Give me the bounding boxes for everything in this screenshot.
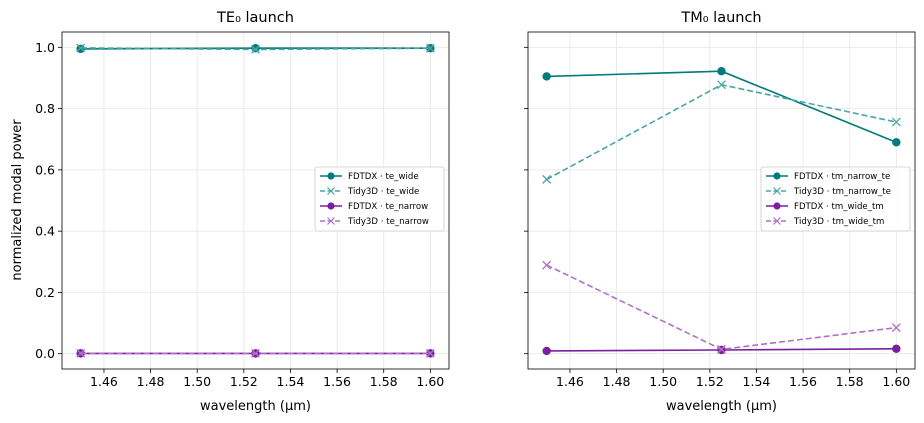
x-tick-label: 1.58 [370, 374, 398, 389]
panel-title: TM₀ launch [680, 10, 761, 26]
legend-marker [327, 187, 335, 195]
te0-launch-panel: 1.46 1.48 1.50 1.52 1.54 1.56 1.58 1.60 0.0 0.2 0.… [35, 10, 450, 414]
x-tick-label: 1.56 [789, 374, 817, 389]
data-point [542, 260, 552, 270]
x-tick-label: 1.48 [137, 374, 165, 389]
x-tick-label: 1.50 [649, 374, 677, 389]
x-tick-label: 1.60 [882, 374, 910, 389]
y-tick-label: 1.0 [35, 40, 55, 55]
legend-label: Tidy3D · tm_narrow_te [793, 187, 891, 197]
plot-frame [61, 31, 450, 370]
data-point [717, 80, 726, 90]
tm0-launch-panel: 1.46 1.48 1.50 1.52 1.54 1.56 1.58 1.60 TM₀ laun… [524, 10, 916, 414]
data-point [891, 117, 901, 127]
legend-label: Tidy3D · tm_wide_tm [793, 217, 884, 227]
x-tick-label: 1.50 [183, 374, 211, 389]
legend-marker [773, 217, 781, 225]
x-tick-label: 1.48 [603, 374, 631, 389]
data-point [717, 67, 726, 76]
legend-label: Tidy3D · te_narrow [347, 217, 429, 227]
data-point [251, 45, 260, 54]
series-tidy3d-tm-wide-tm [542, 260, 901, 354]
x-tick-label: 1.54 [743, 374, 771, 389]
legend-marker [327, 217, 335, 225]
legend-label: Tidy3D · te_wide [347, 187, 419, 197]
legend: FDTDX · tm_narrow_te Tidy3D · tm_narrow_t… [760, 166, 911, 232]
data-point [425, 348, 435, 358]
legend-label: FDTDX · tm_wide_tm [794, 202, 884, 212]
legend-box [314, 166, 445, 232]
x-axis-label: wavelength (µm) [200, 399, 311, 414]
x-tick-label: 1.58 [836, 374, 864, 389]
series-tidy3d-te-wide [76, 43, 435, 54]
legend-marker [773, 172, 781, 180]
plot-frame [527, 31, 916, 370]
legend-label: FDTDX · te_narrow [348, 202, 428, 212]
data-point [76, 348, 86, 358]
data-point [542, 72, 551, 81]
legend-marker [327, 172, 335, 180]
y-tick-label: 0.8 [35, 101, 55, 116]
y-axis-label: normalized modal power [10, 119, 25, 281]
data-point [76, 43, 86, 53]
series-line [546, 264, 897, 351]
x-axis-label: wavelength (µm) [666, 399, 777, 414]
data-point [892, 138, 901, 147]
y-tick-label: 0.4 [35, 224, 55, 239]
x-tick-label: 1.46 [90, 374, 118, 389]
data-point [425, 43, 435, 53]
data-point [542, 346, 551, 356]
legend: FDTDX · te_wide Tidy3D · te_wide FDTDX · t… [314, 166, 445, 232]
data-point [251, 44, 260, 53]
data-point [717, 344, 726, 354]
y-tick-label: 0.0 [35, 346, 55, 361]
legend-marker [773, 187, 781, 195]
x-tick-label: 1.54 [277, 374, 305, 389]
data-point [251, 348, 260, 358]
legend-box [760, 166, 911, 232]
x-tick-label: 1.56 [323, 374, 351, 389]
legend-label: FDTDX · te_wide [348, 172, 419, 182]
legend-marker [327, 202, 335, 210]
series-line [546, 70, 897, 144]
series-tidy3d-te-narrow [76, 348, 435, 358]
data-point [891, 323, 901, 333]
series-tidy3d-tm-narrow-te [542, 80, 901, 184]
x-tick-label: 1.46 [556, 374, 584, 389]
x-tick-label: 1.52 [230, 374, 258, 389]
legend-label: FDTDX · tm_narrow_te [794, 172, 890, 182]
panel-title: TE₀ launch [216, 10, 294, 26]
y-tick-label: 0.2 [35, 285, 55, 300]
x-tick-label: 1.52 [696, 374, 724, 389]
x-tick-label: 1.60 [416, 374, 444, 389]
series-line [546, 83, 897, 181]
legend-marker [773, 202, 781, 210]
data-point [892, 344, 901, 353]
data-point [542, 174, 552, 184]
y-tick-label: 0.6 [35, 162, 55, 177]
series-fdtdx-tm-narrow-te [542, 67, 901, 147]
